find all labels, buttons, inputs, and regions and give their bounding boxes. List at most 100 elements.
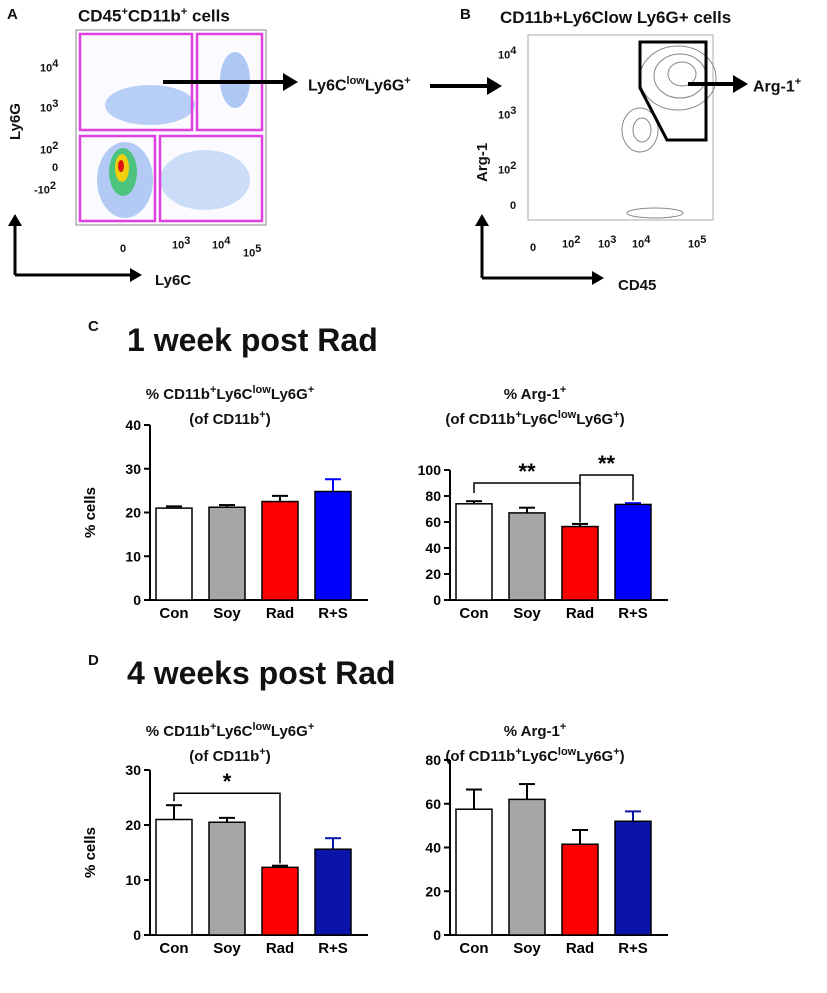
flow-schematic	[8, 29, 748, 285]
chart-c2-title: % Arg-1+ (of CD11b+Ly6ClowLy6G+)	[445, 384, 625, 428]
chart-c1: 0 10 20 30 40 % cells Con Soy Rad R+S	[82, 417, 368, 622]
panel-a-ytick-3: 102	[40, 140, 59, 157]
bar-con	[155, 507, 193, 601]
panel-b-x-label: CD45	[618, 277, 657, 294]
significance-label: *	[223, 769, 232, 794]
gate-result-label: Ly6ClowLy6G+	[308, 75, 411, 95]
y-tick-label: 10	[125, 872, 141, 888]
panel-b-title: CD11b+Ly6Clow Ly6G+ cells	[500, 8, 732, 27]
bar-soy	[508, 798, 546, 936]
chart-d1-title: % CD11b+Ly6ClowLy6G+ (of CD11b+)	[145, 721, 315, 765]
bar-soy	[508, 512, 546, 601]
panel-b-xtick-3: 103	[598, 234, 617, 251]
y-tick-label: 10	[125, 548, 141, 564]
y-tick-label: 0	[433, 927, 441, 943]
bar-rs	[614, 820, 652, 936]
significance-bracket	[473, 482, 581, 523]
panel-a-xtick-4: 105	[243, 243, 262, 260]
y-tick-label: 80	[425, 752, 441, 768]
chart-c1-title: % CD11b+Ly6ClowLy6G+ (of CD11b+)	[145, 384, 315, 428]
panel-b-y-label: Arg-1	[474, 142, 491, 182]
panel-d-letter: D	[88, 652, 99, 669]
panel-a-plot-frame	[75, 29, 267, 226]
panel-a-xtick-2: 103	[172, 235, 191, 252]
x-tick-label: R+S	[318, 940, 348, 957]
panel-c-heading: 1 week post Rad	[127, 322, 378, 358]
panel-b-xtick-5: 105	[688, 234, 707, 251]
y-tick-label: 20	[125, 505, 141, 521]
x-tick-label: Soy	[513, 605, 541, 622]
gate-arg1-positive	[638, 40, 708, 142]
x-tick-label: Soy	[213, 605, 241, 622]
panel-b-ytick-3: 102	[498, 160, 517, 177]
y-tick-label: 40	[425, 840, 441, 856]
panel-a-ytick-1: 104	[40, 58, 59, 75]
panel-a-y-label: Ly6G	[7, 103, 24, 140]
significance-bracket	[579, 474, 634, 501]
panel-b-ytick-1: 104	[498, 45, 517, 62]
bar-rad	[561, 525, 599, 601]
panel-a-title: CD45+CD11b+ cells	[78, 6, 230, 26]
bar-con	[455, 503, 493, 601]
significance-label: **	[598, 451, 616, 476]
y-axis-label: % cells	[82, 827, 99, 878]
panel-a-density-band	[105, 85, 195, 125]
chart-c2: 0 20 40 60 80 100 Con Soy Rad R+S ** **	[418, 451, 668, 622]
panel-b-xtick-1: 0	[530, 242, 537, 254]
bar-rs	[614, 503, 652, 601]
x-tick-label: Rad	[566, 605, 594, 622]
bar-soy	[208, 821, 246, 936]
panel-b-ytick-4: 0	[510, 200, 517, 212]
y-tick-label: 40	[125, 417, 141, 433]
y-tick-label: 100	[418, 462, 442, 478]
bar-soy	[208, 506, 246, 601]
bar-rs	[314, 848, 352, 936]
significance-label: **	[518, 459, 536, 484]
panel-a-letter: A	[7, 6, 18, 23]
panel-d-heading: 4 weeks post Rad	[127, 655, 396, 691]
bar-con	[455, 808, 493, 936]
x-tick-label: Con	[459, 605, 488, 622]
chart-d2: 0 20 40 60 80 Con Soy Rad R+S	[425, 752, 668, 957]
y-tick-label: 0	[133, 592, 141, 608]
bar-con	[155, 818, 193, 936]
x-tick-label: Con	[159, 940, 188, 957]
y-tick-label: 40	[425, 540, 441, 556]
y-tick-label: 20	[125, 817, 141, 833]
x-tick-label: R+S	[618, 605, 648, 622]
y-tick-label: 20	[425, 566, 441, 582]
y-tick-label: 0	[433, 592, 441, 608]
panel-b-plot-frame	[527, 34, 714, 221]
y-tick-label: 20	[425, 883, 441, 899]
x-tick-label: R+S	[618, 940, 648, 957]
significance-bracket	[173, 792, 281, 864]
bar-rs	[314, 490, 352, 601]
panel-c-letter: C	[88, 318, 99, 335]
x-tick-label: R+S	[318, 605, 348, 622]
panel-a-ytick-4: 0	[52, 162, 59, 174]
x-tick-label: Rad	[566, 940, 594, 957]
gate-bottom-left	[78, 134, 157, 223]
arg1-positive-label: Arg-1+	[753, 76, 802, 96]
y-tick-label: 60	[425, 514, 441, 530]
panel-b-letter: B	[460, 6, 471, 23]
y-tick-label: 30	[125, 762, 141, 778]
x-tick-label: Con	[159, 605, 188, 622]
panel-b-xtick-2: 102	[562, 234, 581, 251]
chart-d1: 0 10 20 30 % cells Con Soy Rad R+S *	[82, 762, 368, 957]
bar-rad	[261, 500, 299, 601]
x-tick-label: Rad	[266, 605, 294, 622]
y-axis-label: % cells	[82, 487, 99, 538]
gate-bottom-right	[158, 134, 264, 223]
y-tick-label: 30	[125, 461, 141, 477]
panel-a-density-peak	[118, 160, 124, 172]
panel-b-ytick-2: 103	[498, 105, 517, 122]
panel-a-ytick-5: -102	[34, 180, 57, 197]
panel-a-ytick-2: 103	[40, 98, 59, 115]
y-tick-label: 0	[133, 927, 141, 943]
panel-a-xtick-1: 0	[120, 243, 127, 255]
chart-d2-title: % Arg-1+ (of CD11b+Ly6ClowLy6G+)	[445, 721, 625, 765]
x-tick-label: Soy	[213, 940, 241, 957]
panel-a-density-right	[160, 150, 250, 210]
panel-a-x-label: Ly6C	[155, 272, 192, 289]
